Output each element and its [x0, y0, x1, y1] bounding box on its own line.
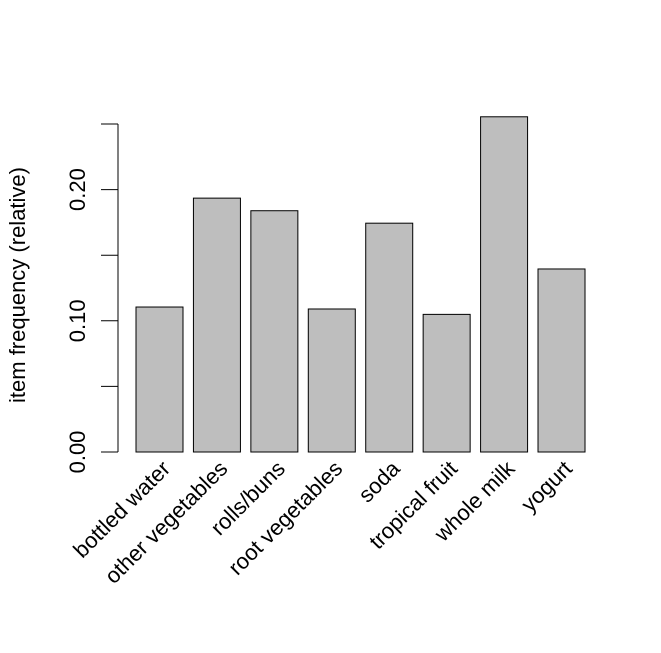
y-axis: 0.00 0.10 0.20	[65, 123, 119, 474]
bar-soda	[365, 222, 414, 453]
bar-tropical-fruit	[422, 313, 471, 453]
bars	[135, 116, 586, 453]
x-tick-label: yogurt	[516, 456, 577, 517]
y-axis-label: item frequency (relative)	[5, 167, 30, 403]
bar-yogurt	[537, 268, 586, 453]
bar-rolls-buns	[250, 210, 299, 453]
y-tick-label: 0.20	[65, 168, 90, 211]
bar-whole-milk	[480, 116, 529, 453]
y-tick-label: 0.00	[65, 431, 90, 474]
bar-bottled-water	[135, 306, 184, 453]
bar-root-vegetables	[307, 308, 356, 453]
bar-other-vegetables	[192, 197, 241, 453]
x-tick-label: soda	[353, 455, 405, 507]
y-tick-label: 0.10	[65, 299, 90, 342]
